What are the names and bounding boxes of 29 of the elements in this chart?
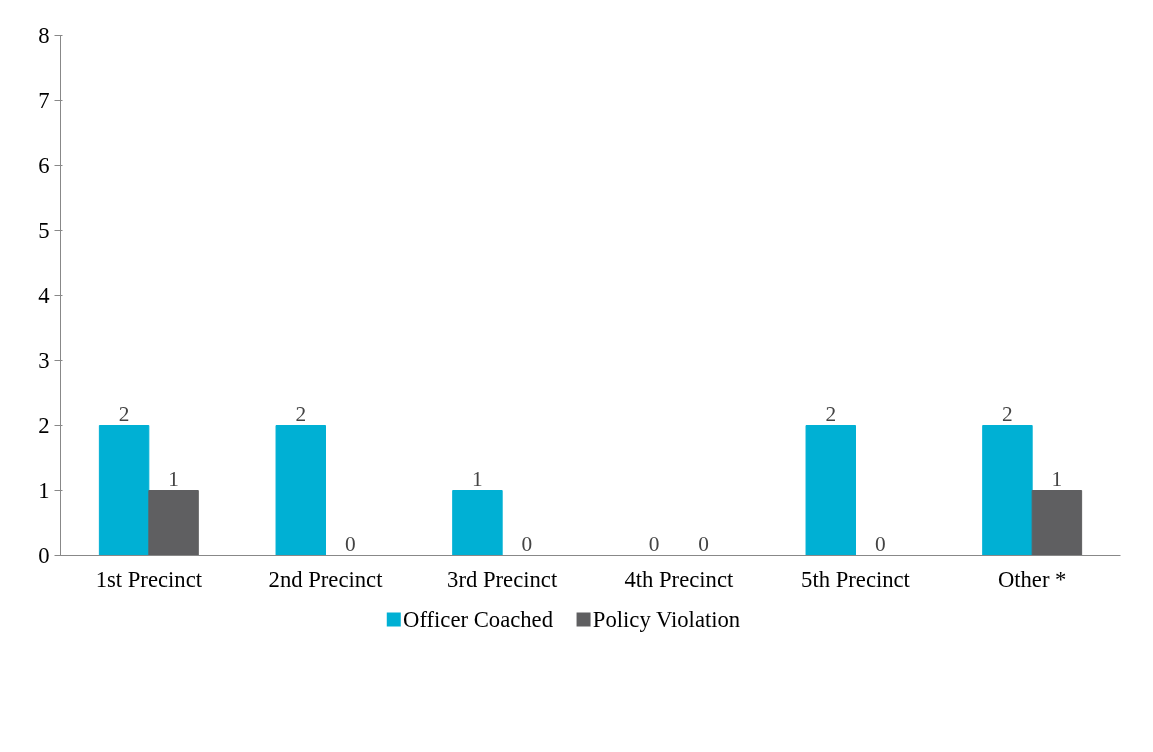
y-tick-label: 5 — [38, 218, 50, 243]
data-label: 2 — [825, 401, 837, 426]
legend-label: Policy Violation — [592, 607, 741, 632]
data-label: 2 — [295, 401, 307, 426]
legend-label: Officer Coached — [403, 607, 554, 632]
data-label: 0 — [874, 531, 886, 556]
x-tick-label: 1st Precinct — [95, 566, 203, 592]
y-tick-label: 3 — [38, 348, 50, 373]
y-tick-label: 8 — [38, 23, 50, 48]
x-tick-label: 5th Precinct — [801, 566, 911, 592]
data-label: 0 — [521, 531, 533, 556]
y-tick-label: 0 — [38, 543, 50, 568]
data-label: 1 — [1051, 466, 1063, 491]
y-tick-label: 6 — [38, 153, 50, 178]
x-tick-label: Other * — [997, 566, 1067, 592]
x-tick-label: 3rd Precinct — [447, 566, 558, 592]
y-tick-label: 7 — [38, 88, 50, 113]
data-label: 1 — [168, 466, 179, 491]
y-tick-label: 1 — [38, 478, 50, 503]
data-label: 0 — [344, 531, 356, 556]
y-tick-label: 4 — [38, 283, 50, 308]
data-label: 2 — [118, 401, 130, 426]
data-label: 0 — [698, 531, 709, 556]
data-label: 0 — [648, 531, 660, 556]
x-tick-label: 4th Precinct — [624, 566, 734, 592]
y-tick-label: 2 — [38, 413, 50, 438]
x-tick-label: 2nd Precinct — [268, 566, 384, 592]
data-label: 2 — [1002, 401, 1013, 426]
data-label: 1 — [472, 466, 483, 491]
